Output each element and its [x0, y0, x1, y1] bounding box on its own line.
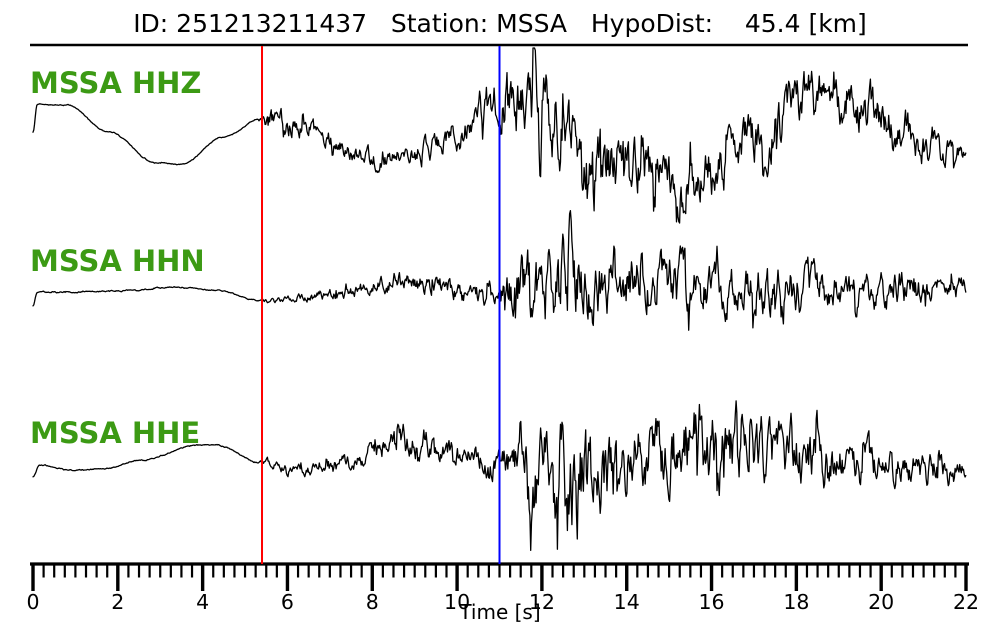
figure-title: ID: 251213211437 Station: MSSA HypoDist:…	[133, 9, 867, 38]
x-tick-label: 22	[953, 590, 979, 614]
x-tick-label: 0	[26, 590, 39, 614]
x-axis-label: Time [s]	[459, 600, 541, 624]
x-tick-label: 12	[529, 590, 555, 614]
x-tick-label: 10	[444, 590, 470, 614]
trace-label-hhz: MSSA HHZ	[30, 66, 202, 100]
x-tick-label: 8	[366, 590, 379, 614]
x-tick-label: 4	[196, 590, 209, 614]
x-tick-label: 14	[614, 590, 640, 614]
x-tick-label: 2	[111, 590, 124, 614]
trace-label-hhn: MSSA HHN	[30, 244, 205, 278]
x-tick-label: 6	[281, 590, 294, 614]
x-tick-label: 16	[698, 590, 724, 614]
x-tick-label: 20	[868, 590, 894, 614]
x-tick-label: 18	[783, 590, 809, 614]
trace-label-hhe: MSSA HHE	[30, 416, 201, 450]
